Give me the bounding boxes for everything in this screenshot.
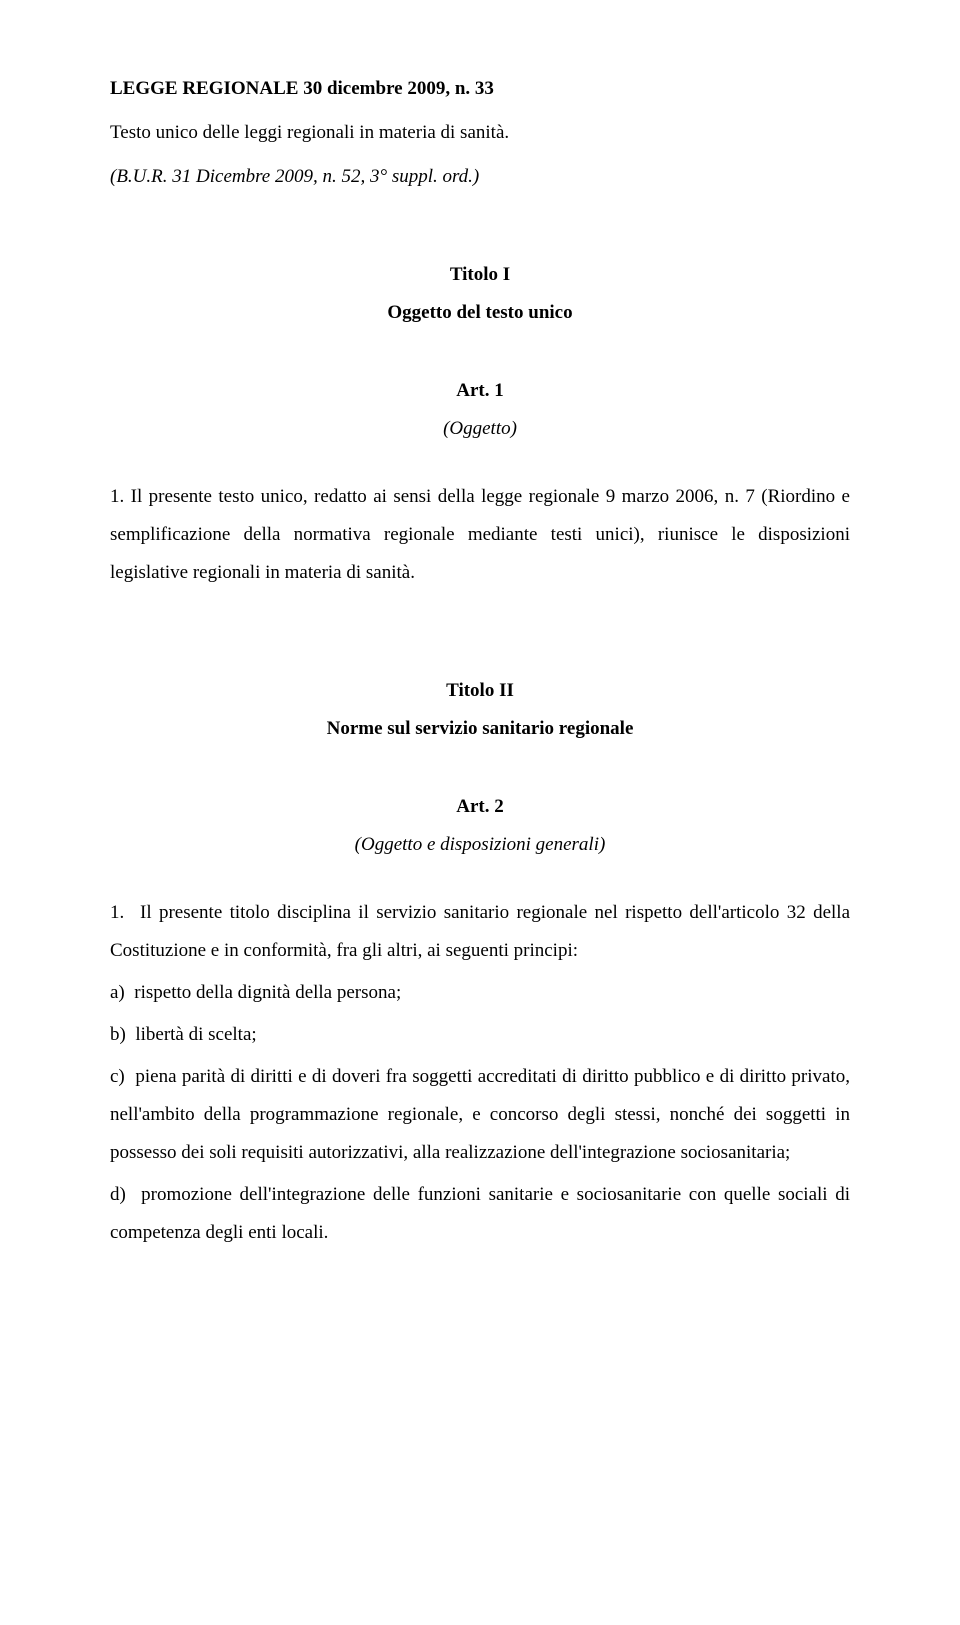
art-2-para-1-number: 1. [110, 894, 140, 932]
titolo-1-label: Titolo I [110, 256, 850, 294]
law-title: LEGGE REGIONALE 30 dicembre 2009, n. 33 [110, 70, 850, 108]
art-2-item-c: c) piena parità di diritti e di doveri f… [110, 1058, 850, 1172]
art-2-item-d: d) promozione dell'integrazione delle fu… [110, 1176, 850, 1252]
art-1-para-1: 1. Il presente testo unico, redatto ai s… [110, 478, 850, 592]
titolo-2-heading: Norme sul servizio sanitario regionale [110, 710, 850, 748]
art-2-para-1: 1.Il presente titolo disciplina il servi… [110, 894, 850, 970]
art-2-item-b: b) libertà di scelta; [110, 1016, 850, 1054]
art-2-name: (Oggetto e disposizioni generali) [110, 826, 850, 864]
law-subtitle: Testo unico delle leggi regionali in mat… [110, 114, 850, 152]
titolo-2-block: Titolo II Norme sul servizio sanitario r… [110, 672, 850, 748]
art-1-name: (Oggetto) [110, 410, 850, 448]
art-2-block: Art. 2 (Oggetto e disposizioni generali) [110, 788, 850, 864]
art-2-number: Art. 2 [110, 788, 850, 826]
titolo-1-block: Titolo I Oggetto del testo unico [110, 256, 850, 332]
titolo-1-heading: Oggetto del testo unico [110, 294, 850, 332]
titolo-2-label: Titolo II [110, 672, 850, 710]
art-1-block: Art. 1 (Oggetto) [110, 372, 850, 448]
art-1-number: Art. 1 [110, 372, 850, 410]
art-2-para-1-body: Il presente titolo disciplina il servizi… [110, 902, 850, 961]
art-2-item-a: a) rispetto della dignità della persona; [110, 974, 850, 1012]
law-reference: (B.U.R. 31 Dicembre 2009, n. 52, 3° supp… [110, 158, 850, 196]
